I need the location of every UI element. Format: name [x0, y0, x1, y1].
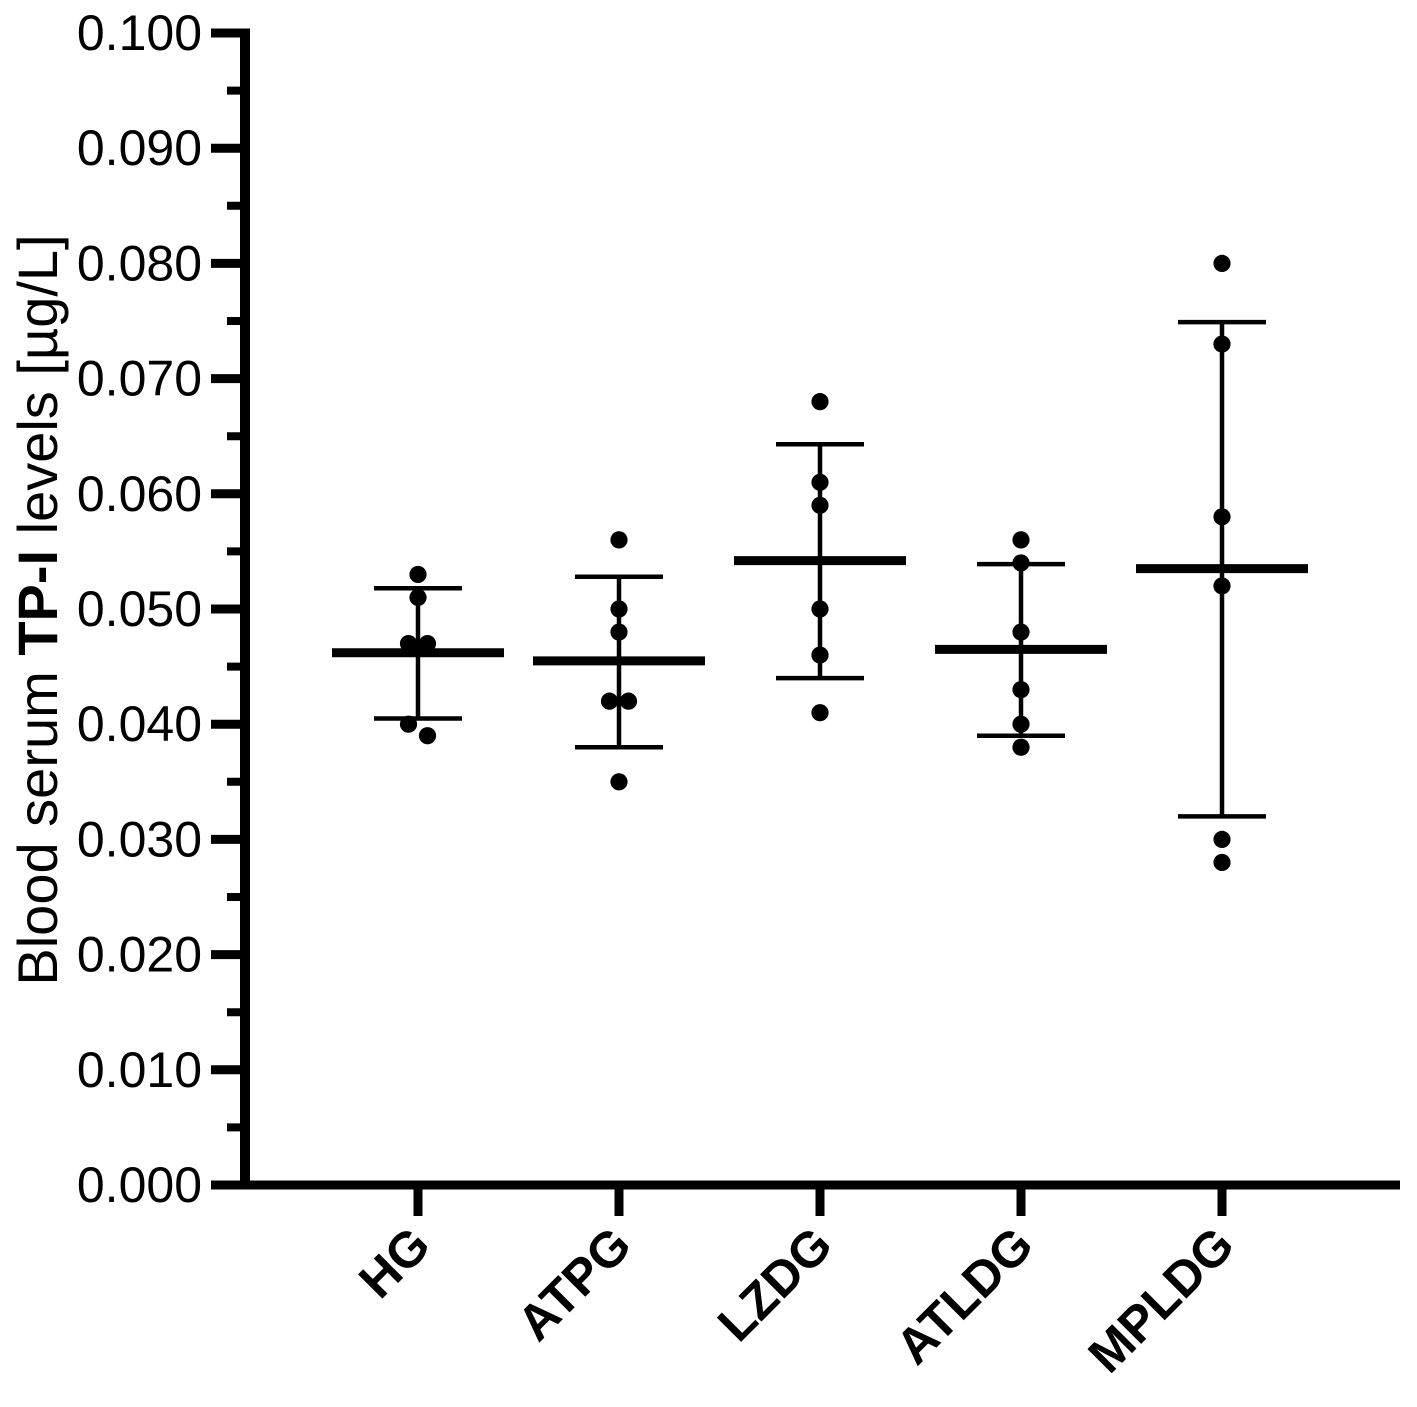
- series-atldg: [935, 531, 1107, 756]
- y-tick-label: 0.000: [77, 1157, 202, 1213]
- y-tick-label: 0.030: [77, 811, 202, 867]
- x-tick-label-mpldg: MPLDG: [1078, 1216, 1245, 1383]
- series-hg: [332, 565, 504, 745]
- data-point: [409, 588, 427, 607]
- x-tick-label-atldg: ATLDG: [885, 1216, 1044, 1375]
- data-point: [1213, 577, 1231, 595]
- data-point: [610, 773, 628, 791]
- series-container: [332, 254, 1308, 872]
- y-axis-title-suffix: levels [µg/L]: [6, 234, 69, 550]
- y-axis-ticks: 0.100 0.090 0.080 0.070 0.060 0.050 0.040 0.030…: [77, 5, 245, 1213]
- data-point: [610, 531, 628, 549]
- y-tick-label: 0.040: [77, 696, 202, 752]
- y-tick-label: 0.010: [77, 1042, 202, 1098]
- data-point: [1012, 738, 1030, 756]
- data-point: [1213, 508, 1231, 526]
- y-tick-label: 0.090: [77, 120, 202, 176]
- data-point: [1012, 681, 1030, 699]
- data-point: [1012, 623, 1030, 641]
- y-axis-title-bold: TP-I: [6, 550, 69, 656]
- y-axis-title: Blood serum TP-I levels [µg/L]: [6, 234, 69, 985]
- data-point: [610, 623, 628, 641]
- data-point: [811, 704, 829, 722]
- data-point: [619, 692, 638, 710]
- y-tick-label: 0.100: [77, 5, 202, 61]
- y-tick-label: 0.050: [77, 581, 202, 637]
- data-point: [418, 727, 437, 745]
- data-point: [409, 565, 427, 584]
- data-point: [811, 600, 829, 618]
- x-axis-ticks: HG ATPG LZDG ATLDG MPLDG: [348, 1185, 1245, 1383]
- series-atpg: [533, 531, 705, 791]
- data-point: [418, 634, 437, 653]
- data-point: [1012, 531, 1030, 549]
- data-point: [1213, 853, 1231, 872]
- data-point: [600, 692, 619, 710]
- data-point: [1012, 715, 1030, 733]
- y-tick-label: 0.020: [77, 927, 202, 983]
- data-point: [399, 715, 418, 733]
- x-tick-label-atpg: ATPG: [507, 1216, 642, 1351]
- data-point: [1012, 554, 1030, 572]
- data-point: [811, 646, 829, 664]
- y-tick-label: 0.060: [77, 466, 202, 522]
- y-tick-label: 0.070: [77, 351, 202, 407]
- data-point: [1213, 830, 1231, 849]
- series-lzdg: [734, 393, 906, 722]
- data-point: [1213, 335, 1231, 353]
- data-point: [811, 393, 829, 411]
- data-point: [610, 600, 628, 618]
- y-axis-title-prefix: Blood serum: [6, 656, 69, 986]
- data-point: [1213, 254, 1231, 272]
- data-point: [811, 473, 829, 491]
- y-tick-label: 0.080: [77, 235, 202, 291]
- data-point: [399, 634, 418, 653]
- data-point: [811, 496, 829, 514]
- x-tick-label-lzdg: LZDG: [707, 1216, 843, 1352]
- x-tick-label-hg: HG: [348, 1216, 441, 1309]
- series-mpldg: [1136, 254, 1308, 872]
